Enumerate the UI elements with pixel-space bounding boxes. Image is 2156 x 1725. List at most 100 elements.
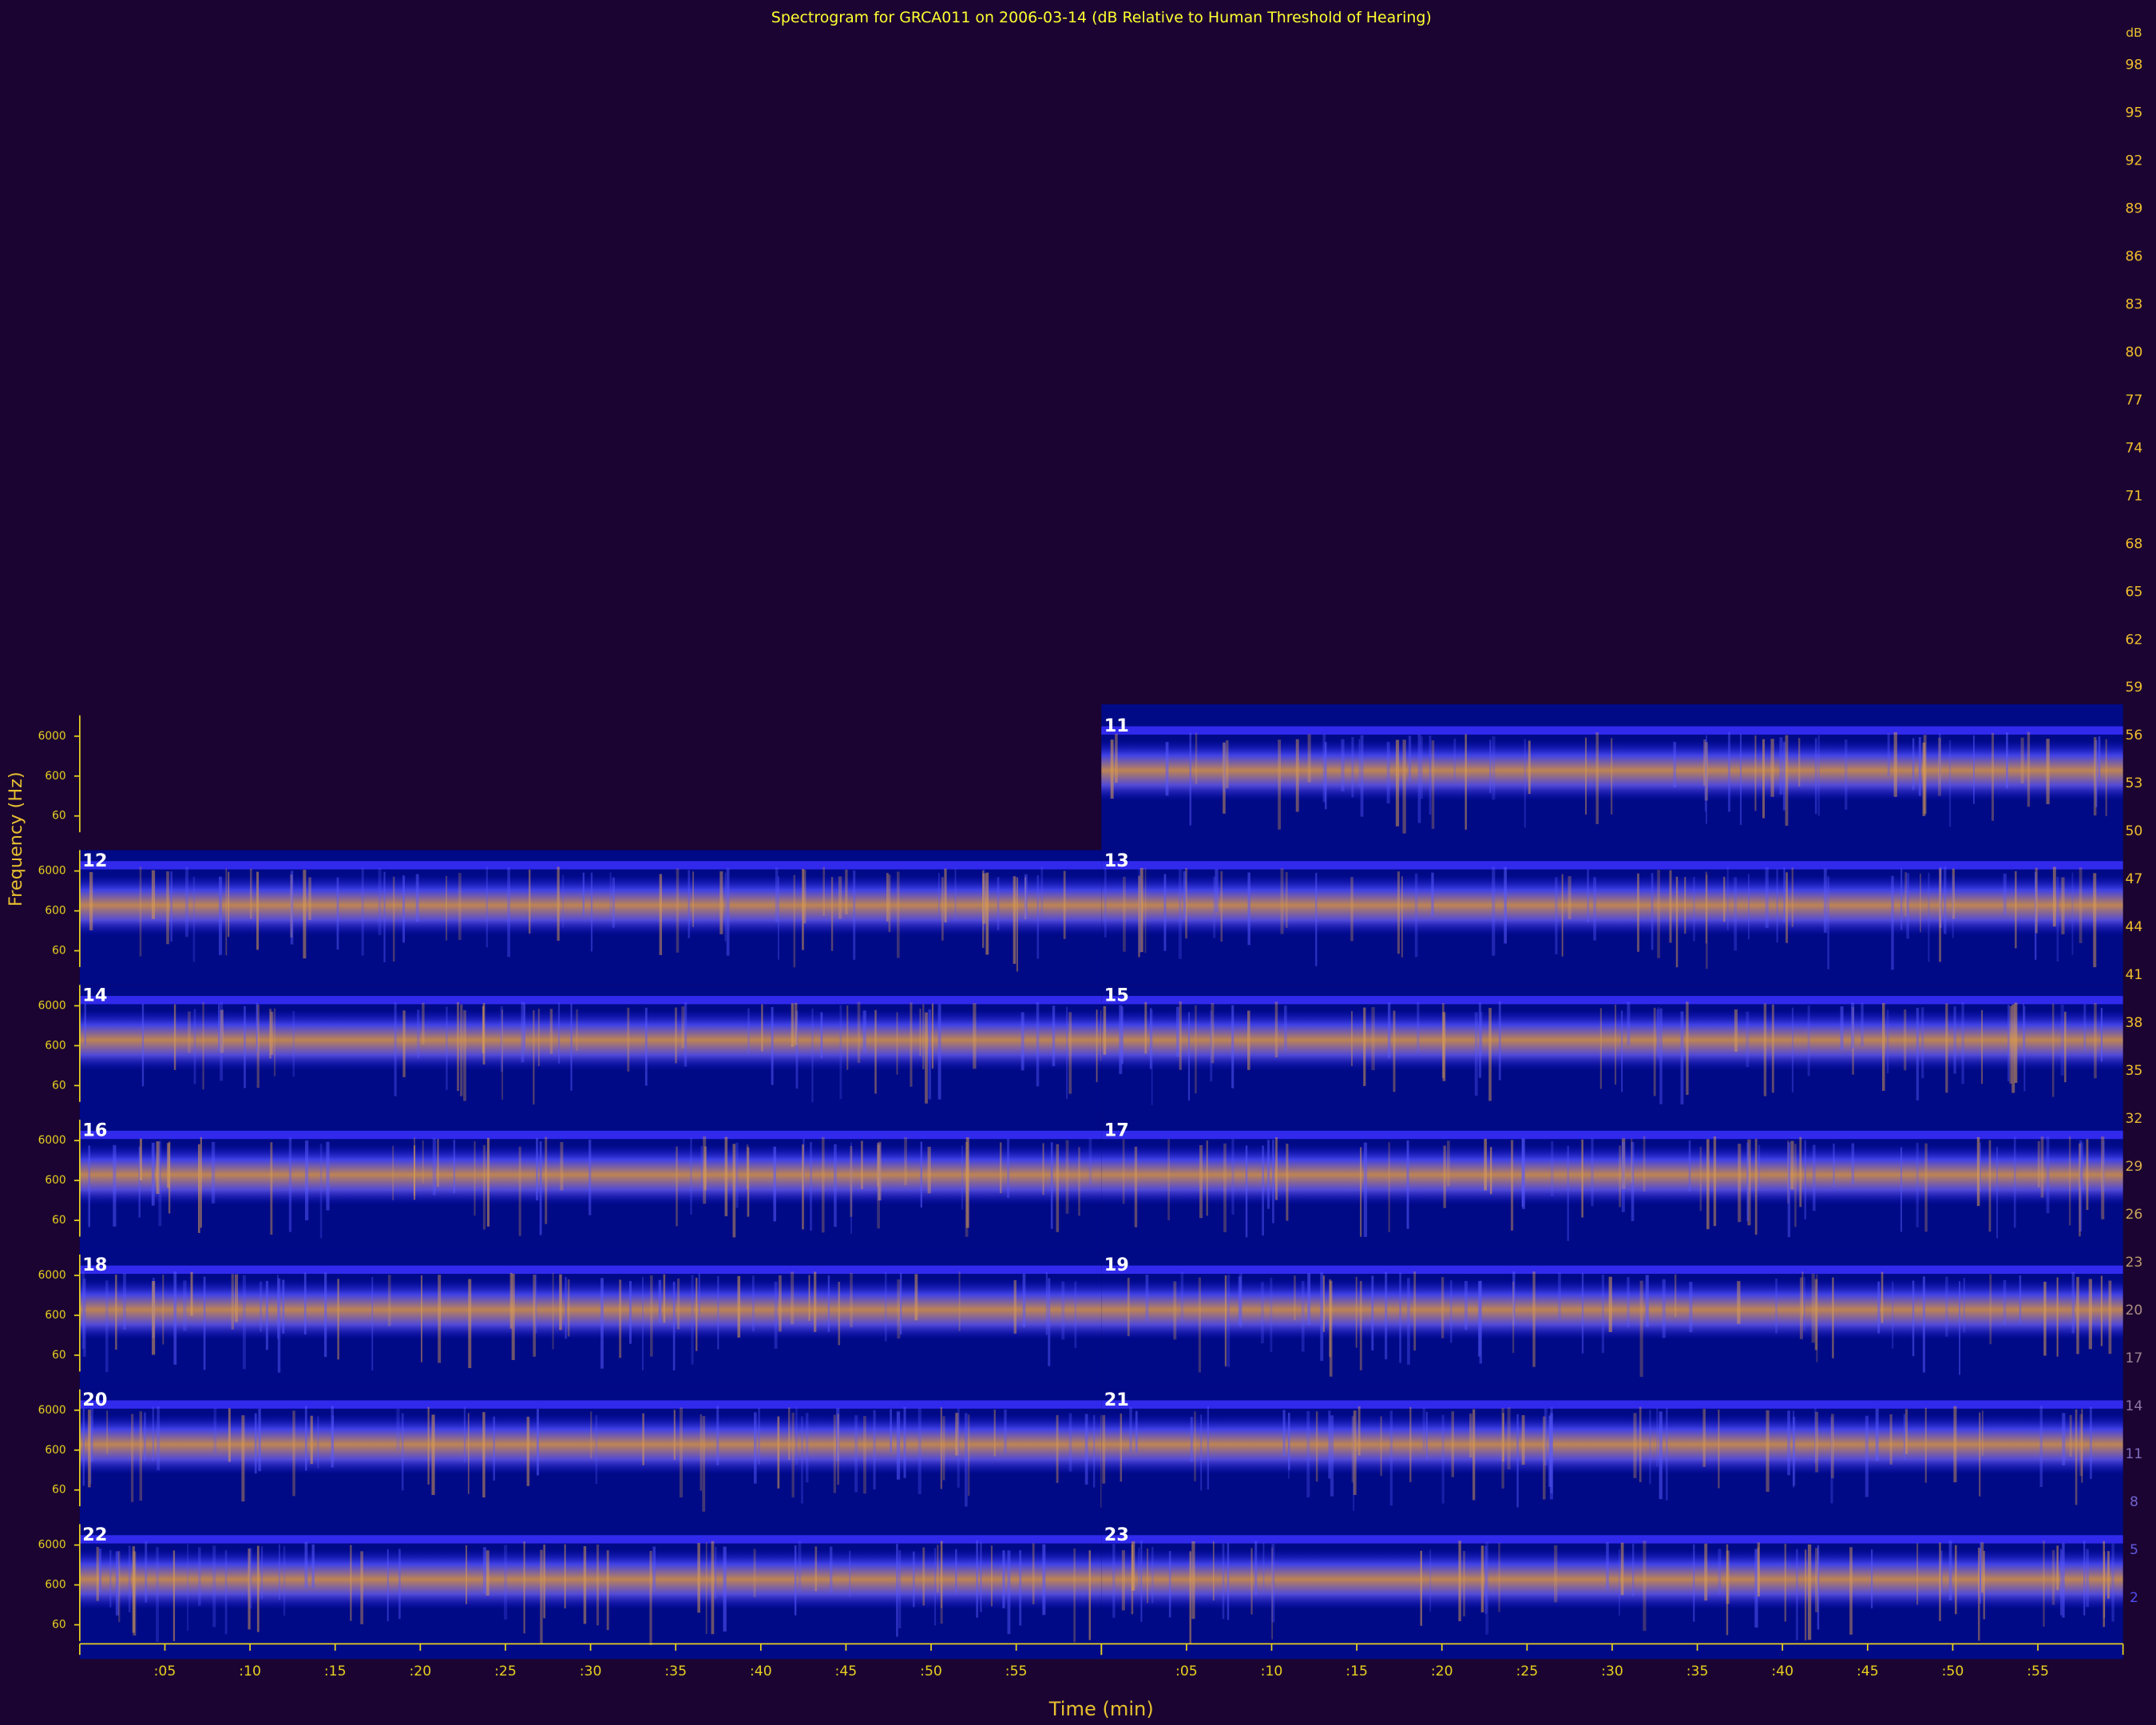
y-tick-label: 600 — [45, 1174, 65, 1187]
texture — [523, 1003, 525, 1051]
texture — [1740, 733, 1742, 826]
texture — [2052, 866, 2056, 927]
texture — [922, 1547, 925, 1606]
texture — [457, 1001, 459, 1092]
texture — [1061, 1281, 1065, 1340]
texture — [2056, 1277, 2059, 1357]
texture — [758, 1407, 760, 1465]
texture — [838, 876, 842, 919]
texture — [1823, 868, 1827, 933]
texture — [398, 1549, 401, 1620]
texture — [1270, 1277, 1273, 1352]
texture — [990, 1545, 993, 1607]
texture — [1793, 1416, 1796, 1486]
texture — [212, 1545, 216, 1628]
texture — [692, 871, 694, 927]
texture — [1516, 1414, 1519, 1508]
texture — [1353, 1415, 1355, 1511]
texture — [1948, 740, 1952, 827]
texture — [482, 1005, 485, 1053]
texture — [258, 1408, 261, 1472]
texture — [1948, 1541, 1952, 1601]
colorbar-tick-label: 29 — [2125, 1159, 2142, 1175]
texture — [324, 1272, 327, 1358]
texture — [1620, 1542, 1624, 1596]
texture — [830, 877, 834, 951]
texture — [589, 1139, 592, 1215]
panel-label: 13 — [1104, 851, 1129, 871]
texture — [940, 1541, 943, 1624]
y-tick-label: 60 — [52, 1484, 66, 1497]
texture — [1285, 872, 1288, 928]
texture — [606, 1550, 609, 1631]
texture — [1916, 1543, 1919, 1605]
texture — [256, 1002, 258, 1053]
texture — [675, 1007, 677, 1064]
panel-band — [79, 1414, 1102, 1475]
texture — [2039, 1406, 2043, 1487]
texture — [1280, 868, 1284, 934]
colorbar-tick-label: 68 — [2125, 536, 2142, 552]
texture — [928, 1009, 932, 1100]
texture — [919, 1008, 921, 1057]
texture — [1918, 736, 1921, 796]
texture — [463, 1407, 466, 1463]
texture — [1329, 1280, 1333, 1377]
texture — [139, 1138, 142, 1180]
texture — [1120, 1413, 1123, 1482]
texture — [983, 869, 985, 931]
texture — [1963, 1278, 1965, 1333]
texture — [540, 1549, 543, 1644]
texture — [1787, 1410, 1790, 1476]
texture — [1621, 1010, 1623, 1092]
texture — [973, 1003, 977, 1069]
texture — [1330, 1415, 1334, 1497]
texture — [549, 1009, 553, 1054]
texture — [1924, 1143, 1928, 1232]
texture — [850, 1272, 853, 1327]
texture — [1245, 1145, 1248, 1238]
texture — [319, 1144, 323, 1239]
texture — [1442, 1012, 1446, 1081]
texture — [1762, 739, 1766, 819]
texture — [2062, 1543, 2065, 1618]
texture — [1254, 1541, 1258, 1596]
colorbar-tick-label: 89 — [2125, 200, 2142, 216]
x-tick-label: :05 — [154, 1664, 176, 1679]
texture — [2035, 867, 2038, 934]
texture — [482, 1003, 485, 1065]
texture — [1431, 740, 1435, 829]
texture — [1758, 1144, 1761, 1189]
texture — [735, 1142, 739, 1208]
texture — [1757, 1542, 1761, 1597]
axes: 60 600 6000 60 600 6000 60 600 6000 60 600 6000 60 60… — [38, 26, 2143, 1679]
texture — [282, 1279, 285, 1334]
texture — [157, 1406, 161, 1471]
texture — [187, 1011, 191, 1053]
texture — [1815, 1411, 1819, 1473]
texture — [920, 1141, 923, 1208]
texture — [1287, 1413, 1290, 1470]
texture — [228, 1408, 231, 1462]
texture — [1138, 868, 1141, 953]
texture — [128, 1545, 131, 1612]
texture — [1659, 1411, 1663, 1500]
texture — [982, 870, 985, 948]
texture — [1175, 1006, 1179, 1057]
texture — [1320, 1272, 1324, 1362]
texture — [1429, 736, 1432, 815]
texture — [1754, 735, 1757, 811]
texture — [1718, 1410, 1720, 1489]
texture — [857, 1001, 861, 1063]
texture — [1387, 1002, 1391, 1059]
texture — [1618, 1549, 1620, 1616]
texture — [1036, 874, 1040, 959]
texture — [836, 1408, 840, 1461]
texture — [1606, 1541, 1609, 1590]
texture — [1776, 868, 1778, 943]
texture — [676, 1146, 678, 1227]
texture — [1167, 1139, 1171, 1221]
x-tick-label: :05 — [1175, 1664, 1198, 1679]
texture — [2098, 736, 2101, 779]
